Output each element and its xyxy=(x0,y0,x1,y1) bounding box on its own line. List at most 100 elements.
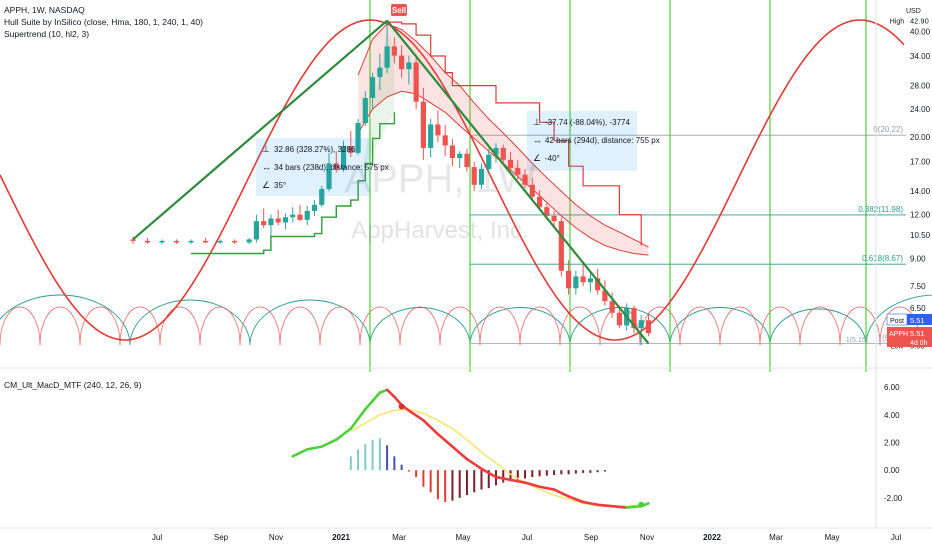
candle-body[interactable] xyxy=(464,153,470,168)
large-cycle-arch xyxy=(369,307,471,346)
candle-body[interactable] xyxy=(261,221,267,226)
candle-body[interactable] xyxy=(304,210,310,220)
candles-layer[interactable] xyxy=(130,20,652,345)
candle-body[interactable] xyxy=(188,240,194,243)
header-legend[interactable]: APPH, 1W, NASDAQ Hull Suite by InSilico (… xyxy=(4,5,203,39)
candle-body[interactable] xyxy=(609,301,615,313)
candle-body[interactable] xyxy=(566,270,572,289)
candle-body[interactable] xyxy=(246,239,252,243)
macd-pane[interactable]: CM_Ult_MacD_MTF (240, 12, 26, 9) 6.00 4.00… xyxy=(0,367,932,509)
post-value-bg xyxy=(907,314,932,325)
trend-line[interactable] xyxy=(386,19,650,345)
candle-body[interactable] xyxy=(507,159,514,169)
candle-body[interactable] xyxy=(275,218,281,223)
symbol-title: APPH, 1W, NASDAQ xyxy=(4,5,85,15)
candle-body[interactable] xyxy=(144,240,151,243)
candle-body[interactable] xyxy=(471,167,477,185)
candle-body[interactable] xyxy=(384,46,390,68)
candle-body[interactable] xyxy=(333,163,339,169)
candle-body[interactable] xyxy=(406,62,412,70)
candle-body[interactable] xyxy=(362,98,368,124)
candle-body[interactable] xyxy=(355,123,361,153)
candle-body[interactable] xyxy=(595,278,601,291)
candle-body[interactable] xyxy=(457,153,463,159)
measure-icon-angle: ∠ xyxy=(533,153,541,163)
measurement-layer[interactable]: ⊥ 32.86 (328.27%), 3286↔ 34 bars (238d), d… xyxy=(256,4,660,196)
candle-body[interactable] xyxy=(478,168,485,185)
candle-body[interactable] xyxy=(500,147,506,160)
candle-body[interactable] xyxy=(297,214,303,220)
macd-line-segment xyxy=(393,395,403,407)
candle-body[interactable] xyxy=(290,214,296,218)
candle-body[interactable] xyxy=(413,62,419,102)
candle-body[interactable] xyxy=(173,240,180,243)
candle-body[interactable] xyxy=(522,174,528,185)
candle-body[interactable] xyxy=(638,320,644,329)
measure-box[interactable] xyxy=(256,138,370,196)
small-cycle-arch xyxy=(479,306,521,346)
macd-line-segment xyxy=(552,488,570,498)
post-label: Post xyxy=(890,318,904,325)
time-x-tick: 2022 xyxy=(703,533,721,542)
candle-body[interactable] xyxy=(602,290,608,302)
candle-body[interactable] xyxy=(319,189,325,205)
candle-body[interactable] xyxy=(435,124,441,136)
candle-body[interactable] xyxy=(544,207,550,216)
candle-body[interactable] xyxy=(159,240,165,243)
candle-body[interactable] xyxy=(449,145,456,159)
cycle-arches-layer xyxy=(0,294,932,346)
candle-body[interactable] xyxy=(515,168,521,175)
trendlines-layer[interactable] xyxy=(132,19,650,345)
candle-body[interactable] xyxy=(377,67,383,78)
candle-body[interactable] xyxy=(369,77,376,99)
candle-body[interactable] xyxy=(536,196,543,208)
low-badge-label: Low xyxy=(891,344,905,351)
candle-body[interactable] xyxy=(486,154,492,169)
candle-body[interactable] xyxy=(203,240,209,243)
measure-line-2: 34 bars (238d), distance: 575 px xyxy=(274,163,389,172)
candle-body[interactable] xyxy=(326,163,332,190)
sell-marker[interactable] xyxy=(391,4,407,16)
candle-body[interactable] xyxy=(587,278,593,283)
measure-box[interactable] xyxy=(527,111,637,171)
macd-line-segment xyxy=(480,467,498,479)
candle-body[interactable] xyxy=(580,276,586,283)
macd-line-segment xyxy=(509,478,527,484)
small-cycle-arch xyxy=(559,306,601,346)
candle-body[interactable] xyxy=(232,240,238,243)
candle-body[interactable] xyxy=(616,312,623,326)
price-y-tick: 24.00 xyxy=(910,105,931,114)
large-cycle-arch xyxy=(865,294,932,346)
bar-countdown: 4d 0h xyxy=(910,340,928,347)
candle-body[interactable] xyxy=(282,217,289,223)
price-axis-currency: USD xyxy=(906,8,921,15)
macd-line-segment xyxy=(334,427,353,441)
small-cycle-arch xyxy=(639,306,681,346)
candle-body[interactable] xyxy=(391,46,397,56)
candle-body[interactable] xyxy=(217,240,223,243)
candle-body[interactable] xyxy=(551,215,557,222)
candle-body[interactable] xyxy=(529,184,535,197)
candle-body[interactable] xyxy=(348,146,354,153)
candle-body[interactable] xyxy=(420,101,426,148)
candle-body[interactable] xyxy=(130,239,136,241)
trend-line[interactable] xyxy=(132,19,388,241)
measure-icon-bars: ↔ xyxy=(262,162,271,172)
candle-body[interactable] xyxy=(442,135,448,146)
candle-body[interactable] xyxy=(268,218,274,226)
macd-line-segment xyxy=(291,448,309,458)
last-price-symbol: APPH xyxy=(889,331,908,338)
candle-body[interactable] xyxy=(573,276,579,289)
candle-body[interactable] xyxy=(253,221,260,240)
large-cycle-arch xyxy=(249,299,371,346)
candle-body[interactable] xyxy=(399,55,405,70)
candle-body[interactable] xyxy=(311,204,318,211)
candle-body[interactable] xyxy=(428,124,434,148)
candle-body[interactable] xyxy=(558,221,564,271)
candle-body[interactable] xyxy=(493,147,499,155)
candle-body[interactable] xyxy=(645,320,652,334)
macd-line-segment xyxy=(596,503,614,508)
candle-body[interactable] xyxy=(340,146,347,169)
candle-body[interactable] xyxy=(631,308,637,329)
